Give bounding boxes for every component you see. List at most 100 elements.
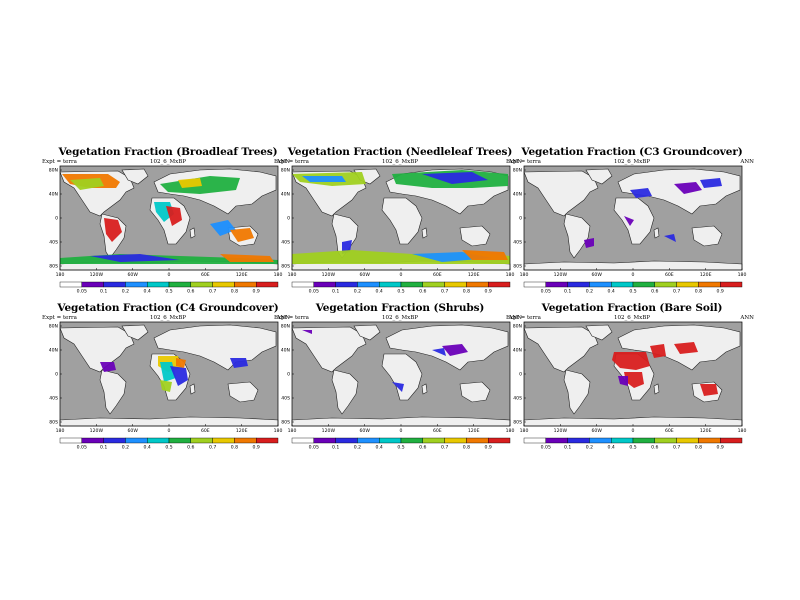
lon-tick-label: 60W bbox=[127, 272, 138, 278]
vegetation-patch bbox=[170, 366, 188, 386]
vegetation-patch bbox=[104, 218, 122, 242]
colorbar-swatch bbox=[313, 437, 336, 444]
colorbar-swatch bbox=[234, 437, 257, 444]
lon-tick-label: 60E bbox=[201, 428, 210, 434]
colorbar-label: 0.4 bbox=[144, 289, 151, 295]
colorbar-swatch bbox=[632, 281, 655, 288]
vegetation-patch bbox=[618, 376, 628, 386]
colorbar-swatch bbox=[567, 437, 590, 444]
colorbar-label: 0.9 bbox=[717, 445, 724, 451]
colorbar-swatch bbox=[698, 437, 721, 444]
lon-tick-label: 180 bbox=[288, 428, 297, 434]
colorbar-swatch bbox=[234, 281, 257, 288]
lon-tick-label: 60W bbox=[359, 428, 370, 434]
colorbar-swatch bbox=[291, 281, 314, 288]
map-title: Vegetation Fraction (Shrubs) bbox=[315, 302, 485, 314]
expt-label: Expt = terra bbox=[274, 159, 309, 165]
land-madagascar bbox=[421, 383, 428, 395]
season-label: ANN bbox=[276, 159, 290, 165]
lon-tick-label: 60W bbox=[127, 428, 138, 434]
colorbar-label: 0.5 bbox=[397, 289, 404, 295]
colorbar-label: 0.9 bbox=[485, 289, 492, 295]
colorbar-swatch bbox=[59, 437, 82, 444]
lon-tick-label: 60W bbox=[591, 428, 602, 434]
colorbar-swatch bbox=[400, 437, 423, 444]
lat-tick-label: 0 bbox=[519, 372, 522, 378]
land-greenland bbox=[121, 168, 149, 185]
lat-tick-label: 80N bbox=[49, 168, 58, 174]
colorbar-label: 0.1 bbox=[100, 289, 107, 295]
lon-tick-label: 60E bbox=[665, 272, 674, 278]
colorbar-swatch bbox=[190, 437, 213, 444]
land-greenland bbox=[121, 324, 149, 341]
colorbar-label: 0.7 bbox=[441, 445, 448, 451]
map-title: Vegetation Fraction (Broadleaf Trees) bbox=[58, 146, 278, 158]
vegetation-patch bbox=[650, 344, 666, 358]
expt-label: Expt = terra bbox=[506, 315, 541, 321]
colorbar-label: 0.7 bbox=[209, 289, 216, 295]
lat-tick-label: 80N bbox=[49, 324, 58, 330]
expt-label: Expt = terra bbox=[506, 159, 541, 165]
lat-tick-label: 80N bbox=[281, 168, 290, 174]
lat-tick-label: 40N bbox=[513, 192, 522, 198]
lat-tick-label: 80S bbox=[281, 420, 290, 426]
colorbar-label: 0.4 bbox=[376, 445, 383, 451]
colorbar-label: 0.9 bbox=[253, 445, 260, 451]
lat-tick-label: 80S bbox=[49, 420, 58, 426]
expt-label: Expt = terra bbox=[274, 315, 309, 321]
colorbar: 0.05 0.1 0.2 0.4 0.5 0.6 0.7 0.8 0.9 bbox=[523, 437, 743, 451]
land-southAmerica bbox=[563, 213, 591, 259]
lon-tick-label: 0 bbox=[632, 272, 635, 278]
lon-tick-label: 120W bbox=[554, 272, 568, 278]
colorbar-swatch bbox=[125, 281, 148, 288]
vegetation-patch bbox=[624, 216, 634, 226]
vegetation-patch bbox=[392, 382, 404, 392]
colorbar-swatch bbox=[103, 437, 126, 444]
vegetation-patch bbox=[664, 234, 676, 242]
colorbar-swatch bbox=[610, 437, 634, 444]
colorbar-label: 0.5 bbox=[165, 445, 172, 451]
colorbar-swatch bbox=[81, 437, 104, 444]
colorbar-swatch bbox=[654, 281, 677, 288]
vegetation-patch bbox=[176, 358, 186, 368]
colorbar-swatch bbox=[255, 437, 279, 444]
colorbar-swatch bbox=[676, 281, 699, 288]
colorbar-label: 0.6 bbox=[419, 289, 426, 295]
map-area: 80N 40N 0 40S 80S 180 120W 60W 0 60E 120E 180 bbox=[49, 165, 282, 278]
colorbar-swatch bbox=[487, 281, 511, 288]
colorbar-label: 0.1 bbox=[332, 445, 339, 451]
colorbar-swatch bbox=[545, 437, 568, 444]
map-subtitle: 102_6_MxBP bbox=[150, 159, 186, 165]
lon-tick-label: 180 bbox=[288, 272, 297, 278]
lon-tick-label: 180 bbox=[520, 428, 529, 434]
colorbar-label: 0.5 bbox=[629, 289, 636, 295]
vegetation-patch bbox=[674, 182, 702, 194]
colorbar-swatch bbox=[335, 437, 358, 444]
land-australia bbox=[459, 381, 491, 403]
lon-tick-label: 120E bbox=[236, 428, 248, 434]
colorbar-label: 0.9 bbox=[717, 289, 724, 295]
land-africa bbox=[381, 353, 423, 401]
lat-tick-label: 40S bbox=[281, 396, 290, 402]
lat-tick-label: 80N bbox=[513, 324, 522, 330]
colorbar-swatch bbox=[59, 281, 82, 288]
land-madagascar bbox=[189, 383, 196, 395]
panel-shrubs: Vegetation Fraction (Shrubs) Expt = terr… bbox=[272, 302, 528, 452]
land-southAmerica bbox=[563, 369, 591, 415]
colorbar-label: 0.4 bbox=[608, 445, 615, 451]
colorbar-label: 0.6 bbox=[187, 445, 194, 451]
colorbar-swatch bbox=[212, 281, 235, 288]
vegetation-patch bbox=[230, 358, 248, 368]
colorbar-swatch bbox=[291, 437, 314, 444]
vegetation-patch bbox=[700, 384, 718, 396]
land-madagascar bbox=[653, 227, 660, 239]
lon-tick-label: 120W bbox=[322, 428, 336, 434]
colorbar-swatch bbox=[698, 281, 721, 288]
vegetation-patch bbox=[422, 172, 488, 184]
colorbar-label: 0.8 bbox=[695, 445, 702, 451]
lat-tick-label: 80S bbox=[513, 264, 522, 270]
lon-tick-label: 60E bbox=[433, 428, 442, 434]
colorbar-label: 0.8 bbox=[695, 289, 702, 295]
lon-tick-label: 0 bbox=[632, 428, 635, 434]
